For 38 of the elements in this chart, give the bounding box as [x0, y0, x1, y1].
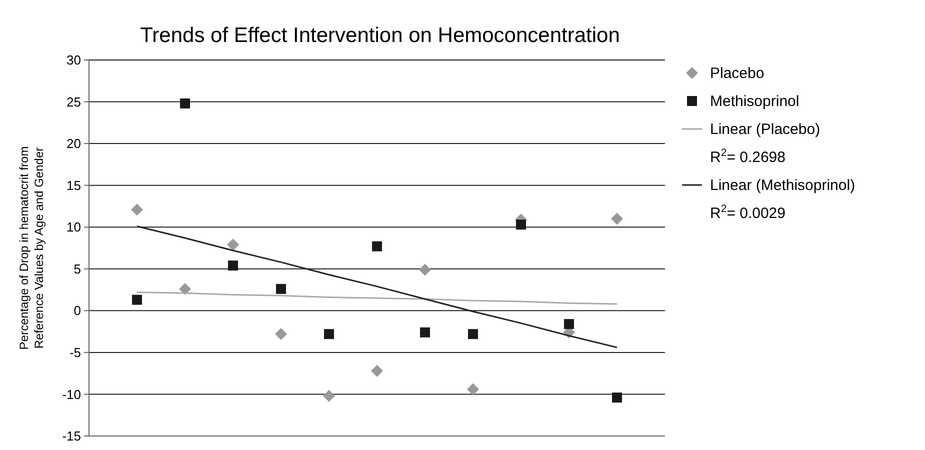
y-tick-label: 20 [66, 136, 81, 152]
y-tick-label: 0 [74, 303, 81, 318]
point [468, 329, 478, 340]
y-tick-label: 5 [74, 261, 81, 276]
y-tick-label: -10 [62, 386, 81, 402]
y-tick-label: -5 [69, 344, 81, 360]
point [132, 294, 142, 305]
point [516, 220, 526, 230]
point [324, 329, 334, 340]
y-axis-title: Percentage of Drop in hematocrit from Reference Values by Age and Gender [17, 146, 46, 350]
y-tick-label: 15 [66, 178, 81, 193]
point [276, 284, 286, 294]
point [275, 328, 287, 340]
text: R$^{2}$= 0.2698 [710, 147, 786, 166]
y-tick-label: -15 [62, 428, 81, 444]
chart-title: Trends of Effect Intervention on Hemoconcentration [140, 24, 620, 47]
y-tick-label: 30 [66, 52, 81, 68]
point [612, 392, 622, 403]
y-tick-label: 10 [66, 220, 81, 235]
y-tick-label: 25 [66, 94, 81, 110]
point [372, 241, 382, 252]
point [564, 319, 574, 330]
point [420, 327, 430, 338]
point [323, 390, 335, 402]
point [467, 383, 479, 396]
point [371, 364, 383, 377]
point [227, 238, 239, 251]
point [611, 212, 623, 225]
point [419, 264, 431, 276]
legend-label: Linear (Methisoprinol) [710, 177, 856, 194]
point [180, 98, 190, 108]
point [228, 260, 238, 271]
legend-label: Methisoprinol [710, 93, 800, 110]
legend-label: Linear (Placebo) [710, 121, 820, 138]
legend-label: Placebo [710, 65, 764, 82]
point [179, 282, 191, 295]
point [131, 204, 143, 216]
text: R$^{2}$= 0.0029 [710, 203, 786, 222]
